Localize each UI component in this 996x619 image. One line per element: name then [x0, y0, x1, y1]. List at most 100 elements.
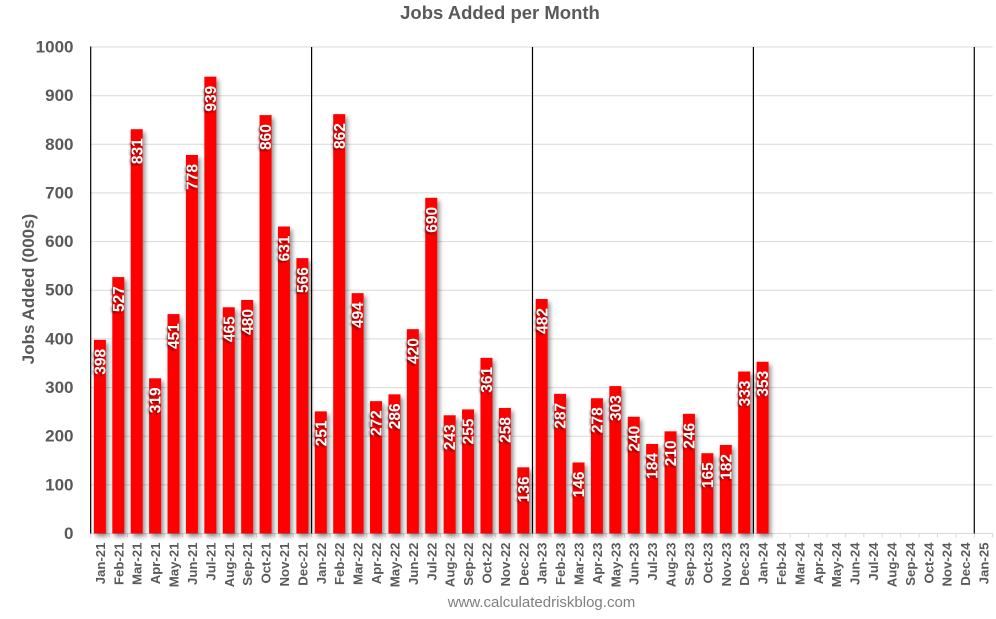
svg-text:Dec-21: Dec-21	[295, 543, 310, 586]
svg-text:420: 420	[405, 338, 422, 364]
svg-text:Oct-24: Oct-24	[921, 542, 936, 584]
svg-text:Sep-24: Sep-24	[903, 542, 918, 586]
svg-text:251: 251	[313, 420, 330, 446]
svg-text:465: 465	[221, 316, 238, 342]
svg-text:631: 631	[277, 235, 294, 261]
svg-text:www.calculatedriskblog.com: www.calculatedriskblog.com	[447, 594, 636, 611]
svg-text:Jun-24: Jun-24	[848, 542, 863, 585]
svg-text:Jul-24: Jul-24	[866, 542, 881, 581]
svg-text:Nov-21: Nov-21	[277, 543, 292, 587]
svg-text:451: 451	[166, 323, 183, 349]
svg-text:Oct-22: Oct-22	[479, 543, 494, 584]
svg-text:Jul-22: Jul-22	[424, 543, 439, 581]
svg-text:939: 939	[203, 85, 220, 111]
svg-text:210: 210	[663, 440, 680, 466]
svg-text:Sep-23: Sep-23	[682, 543, 697, 586]
svg-text:1000: 1000	[36, 38, 74, 57]
svg-text:182: 182	[718, 454, 735, 480]
svg-text:361: 361	[479, 367, 496, 393]
svg-text:690: 690	[424, 207, 441, 233]
svg-text:100: 100	[45, 475, 73, 494]
svg-text:831: 831	[129, 138, 146, 164]
svg-text:Oct-23: Oct-23	[700, 543, 715, 584]
svg-text:Apr-23: Apr-23	[590, 543, 605, 585]
svg-text:Mar-23: Mar-23	[572, 543, 587, 586]
svg-text:Oct-21: Oct-21	[259, 543, 274, 584]
svg-text:136: 136	[516, 476, 533, 502]
svg-text:Aug-23: Aug-23	[664, 543, 679, 588]
svg-text:Jun-23: Jun-23	[627, 543, 642, 586]
svg-text:Sep-21: Sep-21	[240, 543, 255, 586]
svg-text:Jobs Added per Month: Jobs Added per Month	[400, 2, 600, 23]
svg-text:Apr-24: Apr-24	[811, 542, 826, 584]
svg-text:Nov-22: Nov-22	[498, 543, 513, 587]
svg-text:398: 398	[93, 349, 110, 375]
svg-text:287: 287	[553, 403, 570, 429]
svg-text:600: 600	[45, 232, 73, 251]
svg-text:Jul-21: Jul-21	[203, 543, 218, 581]
svg-text:Mar-21: Mar-21	[130, 543, 145, 586]
svg-text:800: 800	[45, 135, 73, 154]
svg-text:258: 258	[497, 417, 514, 443]
svg-text:353: 353	[755, 370, 772, 396]
svg-text:566: 566	[295, 267, 312, 293]
svg-text:Nov-24: Nov-24	[940, 542, 955, 587]
svg-text:Jan-24: Jan-24	[756, 542, 771, 584]
svg-text:Jun-22: Jun-22	[406, 543, 421, 586]
svg-text:500: 500	[45, 281, 73, 300]
svg-text:Feb-21: Feb-21	[111, 543, 126, 586]
svg-text:Feb-23: Feb-23	[553, 543, 568, 586]
svg-text:184: 184	[645, 453, 662, 479]
svg-text:Jan-25: Jan-25	[976, 543, 991, 585]
svg-text:Jan-21: Jan-21	[93, 543, 108, 585]
svg-text:Feb-24: Feb-24	[774, 542, 789, 585]
svg-text:Aug-22: Aug-22	[443, 543, 458, 588]
svg-text:May-24: May-24	[829, 542, 844, 587]
svg-text:246: 246	[682, 422, 699, 448]
svg-text:240: 240	[626, 426, 643, 452]
svg-text:Jul-23: Jul-23	[645, 543, 660, 581]
svg-text:286: 286	[387, 403, 404, 429]
svg-text:Mar-22: Mar-22	[351, 543, 366, 586]
svg-text:278: 278	[590, 407, 607, 433]
svg-text:Jan-22: Jan-22	[314, 543, 329, 585]
svg-text:480: 480	[240, 309, 257, 335]
svg-text:Jan-23: Jan-23	[535, 543, 550, 585]
svg-text:200: 200	[45, 427, 73, 446]
svg-text:Sep-22: Sep-22	[461, 543, 476, 586]
svg-text:Feb-22: Feb-22	[332, 543, 347, 586]
svg-text:333: 333	[737, 380, 754, 406]
svg-text:Nov-23: Nov-23	[719, 543, 734, 587]
svg-text:Dec-24: Dec-24	[958, 542, 973, 586]
svg-text:Jun-21: Jun-21	[185, 543, 200, 586]
svg-text:May-23: May-23	[608, 543, 623, 588]
svg-text:319: 319	[148, 387, 165, 413]
svg-text:494: 494	[350, 302, 367, 328]
svg-text:860: 860	[258, 124, 275, 150]
svg-text:255: 255	[461, 418, 478, 444]
svg-text:Jobs Added (000s): Jobs Added (000s)	[19, 214, 38, 365]
svg-text:146: 146	[571, 471, 588, 497]
svg-text:300: 300	[45, 378, 73, 397]
svg-text:778: 778	[185, 164, 202, 190]
svg-text:Apr-22: Apr-22	[369, 543, 384, 585]
svg-text:Aug-24: Aug-24	[884, 542, 899, 587]
svg-text:Mar-24: Mar-24	[792, 542, 807, 585]
svg-text:862: 862	[332, 123, 349, 149]
svg-text:700: 700	[45, 183, 73, 202]
svg-text:400: 400	[45, 329, 73, 348]
svg-text:0: 0	[64, 524, 73, 543]
svg-text:Dec-23: Dec-23	[737, 543, 752, 586]
svg-text:Aug-21: Aug-21	[222, 543, 237, 588]
svg-text:May-22: May-22	[387, 543, 402, 588]
svg-text:165: 165	[700, 462, 717, 488]
svg-text:272: 272	[369, 410, 386, 436]
svg-text:Dec-22: Dec-22	[516, 543, 531, 586]
svg-text:May-21: May-21	[167, 543, 182, 588]
svg-text:900: 900	[45, 86, 73, 105]
svg-text:482: 482	[534, 308, 551, 334]
svg-text:243: 243	[442, 424, 459, 450]
svg-text:527: 527	[111, 286, 128, 312]
svg-text:303: 303	[608, 395, 625, 421]
svg-text:Apr-21: Apr-21	[148, 543, 163, 585]
